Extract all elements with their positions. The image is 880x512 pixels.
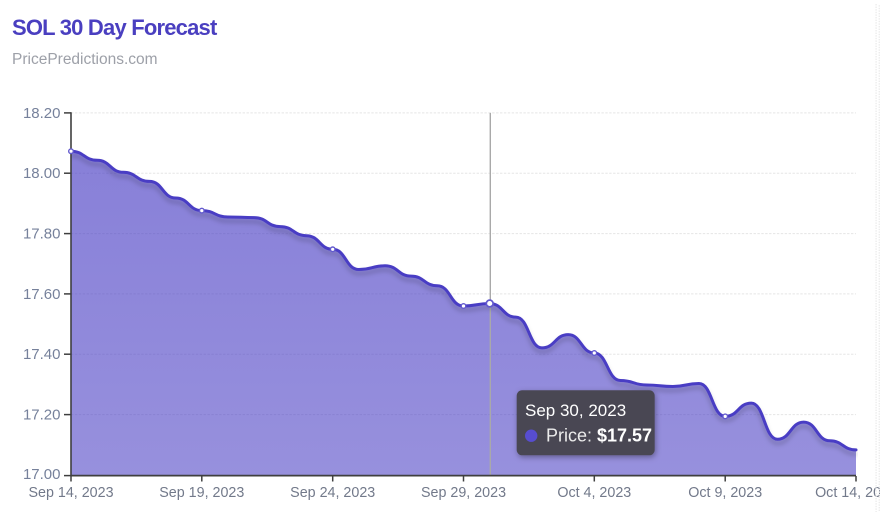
svg-text:17.80: 17.80 [23, 226, 61, 243]
svg-text:18.00: 18.00 [23, 165, 61, 182]
svg-text:Oct 14, 2023: Oct 14, 2023 [815, 485, 880, 501]
svg-text:17.00: 17.00 [23, 466, 61, 483]
svg-text:Sep 14, 2023: Sep 14, 2023 [28, 485, 113, 501]
svg-text:17.20: 17.20 [23, 407, 61, 424]
svg-text:Price: $17.57: Price: $17.57 [546, 426, 652, 446]
svg-text:17.60: 17.60 [23, 286, 61, 303]
svg-text:Oct 9, 2023: Oct 9, 2023 [688, 485, 762, 501]
svg-text:17.40: 17.40 [23, 346, 61, 363]
svg-text:Sep 29, 2023: Sep 29, 2023 [421, 485, 506, 501]
svg-text:Sep 24, 2023: Sep 24, 2023 [290, 485, 375, 501]
svg-text:18.20: 18.20 [23, 105, 61, 122]
svg-text:Sep 19, 2023: Sep 19, 2023 [159, 485, 244, 501]
svg-text:Sep 30, 2023: Sep 30, 2023 [525, 401, 626, 420]
svg-text:Oct 4, 2023: Oct 4, 2023 [557, 485, 631, 501]
